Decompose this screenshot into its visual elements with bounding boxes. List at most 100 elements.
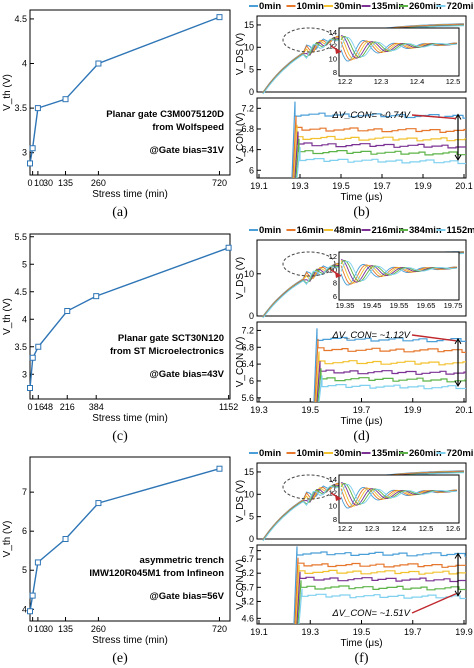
inset-y-tick-label: 8 — [333, 68, 337, 77]
bottom-series-line — [313, 328, 466, 403]
zoom-ellipse — [282, 27, 336, 53]
x-axis-label: Stress time (min) — [92, 189, 168, 200]
y-tick-label: 4.5 — [14, 14, 27, 24]
x-tick-label: 48 — [43, 402, 53, 412]
legend-label-5: 384min — [409, 225, 442, 236]
x-axis-label: Time (μs) — [340, 192, 382, 203]
bottom-y-tick-label: 4.6 — [241, 613, 254, 623]
x-tick-label: 384 — [89, 402, 104, 412]
top-y-tick-label: 10 — [244, 42, 254, 52]
annotation-3: @Gate bias=56V — [150, 591, 225, 602]
top-y-tick-label: 0 — [249, 534, 254, 544]
y-tick-label: 3.5 — [14, 103, 27, 113]
top-y-tick-label: 15 — [244, 20, 254, 30]
bottom-series-line — [295, 564, 466, 625]
x-axis-label: Stress time (min) — [92, 635, 168, 646]
inset-series-line — [340, 36, 458, 58]
x-tick-label: 0 — [27, 624, 32, 634]
bottom-series-line — [294, 131, 466, 179]
legend-label-4: 135min — [372, 448, 405, 459]
bottom-y-tick-label: 7 — [249, 546, 254, 556]
top-y-axis-label: V_DS (V) — [235, 480, 246, 522]
inset-series-line — [340, 35, 458, 60]
data-point — [35, 343, 42, 350]
delta-arrow-down — [454, 590, 462, 597]
zoom-ellipse — [282, 474, 336, 500]
inset-x-tick-label: 12.2 — [338, 524, 353, 533]
x-tick-label: 19.1 — [250, 627, 268, 637]
top-frame — [256, 462, 467, 540]
data-point — [93, 293, 100, 300]
bottom-series-line — [294, 557, 466, 625]
top-y-tick-label: 10 — [244, 269, 254, 279]
series-line — [29, 247, 229, 389]
legend-label-3: 48min — [334, 225, 362, 236]
delta-label: ΔV_CON= ~1.51V — [331, 608, 411, 619]
delta-pointer — [411, 334, 457, 342]
inset-y-tick-label: 14 — [329, 475, 337, 484]
x-tick-label: 19.9 — [404, 405, 422, 415]
y-tick-label: 3 — [22, 148, 27, 158]
inset-x-tick-label: 19.65 — [417, 301, 436, 310]
delta-pointer — [411, 593, 457, 614]
x-tick-label: 260 — [91, 624, 106, 634]
bottom-series-line — [317, 368, 466, 403]
bottom-y-axis-label: V_CON (V) — [235, 559, 246, 610]
inset-y-tick-label: 8 — [333, 515, 337, 524]
top-y-tick-label: 0 — [249, 87, 254, 97]
inset-frame — [338, 27, 460, 77]
annotation-1: Planar gate C3M0075120D — [106, 109, 224, 120]
data-point — [27, 608, 33, 615]
x-tick-label: 19.9 — [414, 181, 432, 191]
legend-label-1: 0min — [259, 448, 281, 459]
bottom-series-line — [295, 138, 466, 179]
panel-f: 0min 10min 30min 135min 260min 720min 0 5 10 15 V_… — [235, 447, 474, 668]
x-tick-label: 19.1 — [250, 181, 268, 191]
x-tick-label: 20.1 — [455, 405, 473, 415]
top-y-axis-label: V_DS (V) — [235, 33, 246, 75]
x-tick-label: 10 — [34, 178, 44, 188]
inset-y-tick-label: 10 — [329, 55, 337, 64]
inset-y-tick-label: 14 — [329, 28, 337, 37]
x-tick-label: 1152 — [219, 402, 238, 412]
top-y-tick-label: 15 — [244, 467, 254, 477]
delta-pointer — [411, 114, 457, 120]
bottom-y-axis-label: V_CON (V) — [235, 337, 246, 388]
top-y-tick-label: 0 — [249, 311, 254, 321]
legend-label-5: 260min — [409, 1, 442, 12]
data-point — [216, 14, 223, 21]
legend-label-1: 0min — [259, 1, 281, 12]
legend-label-4: 135min — [372, 1, 405, 12]
plot-frame — [29, 233, 231, 400]
bottom-series-line — [292, 116, 466, 179]
x-tick-label: 135 — [58, 178, 73, 188]
inset-x-tick-label: 19.75 — [444, 301, 463, 310]
zoom-arrowhead — [335, 272, 341, 278]
bottom-y-tick-label: 6.4 — [241, 145, 254, 155]
x-tick-label: 720 — [212, 624, 227, 634]
inset-x-tick-label: 12.5 — [419, 524, 434, 533]
data-point — [62, 536, 69, 542]
x-tick-label: 19.5 — [301, 405, 319, 415]
inset-x-tick-label: 19.55 — [390, 301, 409, 310]
data-point — [29, 592, 36, 599]
bottom-series-line — [318, 375, 466, 403]
legend-label-4: 216min — [372, 225, 405, 236]
x-tick-label: 19.5 — [353, 627, 371, 637]
x-tick-label: 20.1 — [455, 181, 473, 191]
y-tick-label: 5 — [22, 259, 27, 269]
data-point — [27, 160, 33, 167]
bottom-y-tick-label: 6.8 — [241, 342, 254, 352]
data-point — [95, 500, 102, 507]
chart-d: 0min16min48min216min384min1152min010V_DS… — [235, 225, 474, 444]
inset-y-tick-label: 12 — [329, 252, 337, 261]
data-point — [62, 96, 69, 103]
bottom-series-line — [296, 571, 466, 625]
x-tick-label: 720 — [212, 178, 227, 188]
annotation-3: @Gate bias=43V — [150, 369, 225, 380]
x-tick-label: 19.7 — [353, 405, 371, 415]
inset-x-tick-label: 12.5 — [446, 77, 461, 86]
x-tick-label: 260 — [91, 178, 106, 188]
